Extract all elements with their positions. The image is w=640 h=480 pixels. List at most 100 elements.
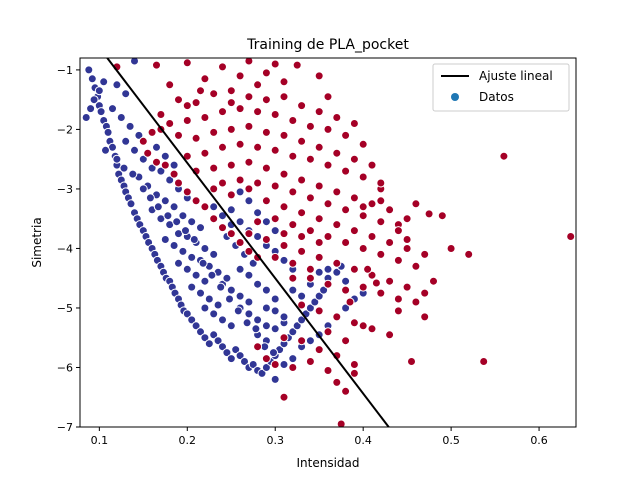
data-point (172, 217, 182, 227)
data-point (261, 321, 271, 331)
data-point (314, 267, 324, 277)
data-point (367, 160, 377, 170)
data-point (323, 232, 333, 241)
data-point (332, 113, 342, 122)
data-point (376, 249, 386, 259)
data-point (314, 345, 324, 355)
data-point (270, 306, 280, 316)
data-point (165, 175, 175, 185)
data-point (288, 220, 298, 230)
data-point (270, 59, 280, 69)
data-point (253, 178, 263, 188)
chart-title: Training de PLA_pocket (246, 37, 409, 53)
data-point (349, 193, 359, 203)
data-point (393, 226, 403, 236)
data-point (323, 92, 333, 102)
data-point (218, 342, 227, 352)
data-point (218, 315, 227, 325)
data-point (407, 357, 416, 366)
data-point (292, 321, 302, 331)
data-point (305, 303, 315, 313)
data-point (420, 249, 430, 259)
data-point (261, 354, 271, 364)
data-point (305, 336, 315, 346)
data-point (376, 196, 386, 206)
data-point (297, 291, 307, 301)
data-point (174, 258, 183, 268)
data-point (297, 101, 307, 111)
data-point (270, 324, 280, 334)
data-point (200, 303, 210, 313)
data-point (305, 273, 315, 283)
data-point (244, 121, 254, 131)
data-point (112, 154, 122, 164)
data-point (332, 258, 342, 268)
data-point (437, 211, 447, 221)
data-point (235, 351, 245, 361)
data-point (87, 74, 97, 84)
data-point (178, 211, 188, 221)
data-point (261, 235, 271, 244)
data-point (244, 92, 254, 102)
data-point (332, 312, 342, 322)
data-point (231, 345, 241, 355)
data-point (218, 223, 227, 233)
data-point (200, 202, 210, 212)
data-point (367, 199, 377, 209)
data-point (270, 214, 280, 224)
data-point (314, 291, 324, 301)
data-point (138, 154, 148, 164)
data-point (371, 278, 381, 288)
data-point (279, 202, 289, 212)
data-point (169, 241, 179, 250)
data-point (270, 360, 280, 369)
data-point (269, 348, 278, 358)
data-point (169, 160, 179, 170)
data-point (191, 133, 201, 143)
data-point (187, 217, 197, 227)
data-point (200, 244, 210, 253)
data-point (323, 160, 333, 170)
data-point (358, 321, 368, 331)
data-point (288, 354, 298, 364)
data-point (261, 363, 271, 372)
data-point (128, 169, 138, 179)
data-point (332, 148, 342, 158)
data-point (499, 151, 509, 161)
data-point (261, 95, 271, 105)
data-point (323, 366, 333, 375)
data-point (216, 282, 226, 292)
data-point (218, 107, 227, 117)
data-point (261, 285, 271, 295)
data-point (244, 297, 254, 307)
data-point (358, 172, 368, 182)
data-point (213, 300, 223, 310)
data-point (101, 145, 110, 155)
data-point (349, 226, 359, 236)
data-point (297, 300, 307, 310)
data-point (288, 258, 298, 268)
data-point (253, 217, 263, 227)
data-point (297, 246, 307, 256)
data-point (99, 77, 109, 87)
data-point (297, 336, 307, 346)
data-point (279, 333, 289, 343)
data-point (226, 285, 236, 295)
data-point (198, 258, 208, 268)
data-point (130, 58, 139, 66)
data-point (191, 321, 201, 331)
data-point (244, 229, 254, 239)
data-point (191, 196, 201, 206)
data-point (196, 327, 205, 337)
data-point (165, 80, 175, 90)
data-point (253, 279, 263, 289)
data-point (209, 184, 219, 194)
data-point (235, 238, 245, 247)
data-point (270, 145, 280, 155)
data-point (341, 276, 351, 286)
data-point (160, 160, 170, 170)
data-point (279, 130, 289, 140)
data-point (402, 214, 412, 224)
x-tick-label: 0.1 (91, 434, 109, 447)
data-point (182, 187, 192, 197)
